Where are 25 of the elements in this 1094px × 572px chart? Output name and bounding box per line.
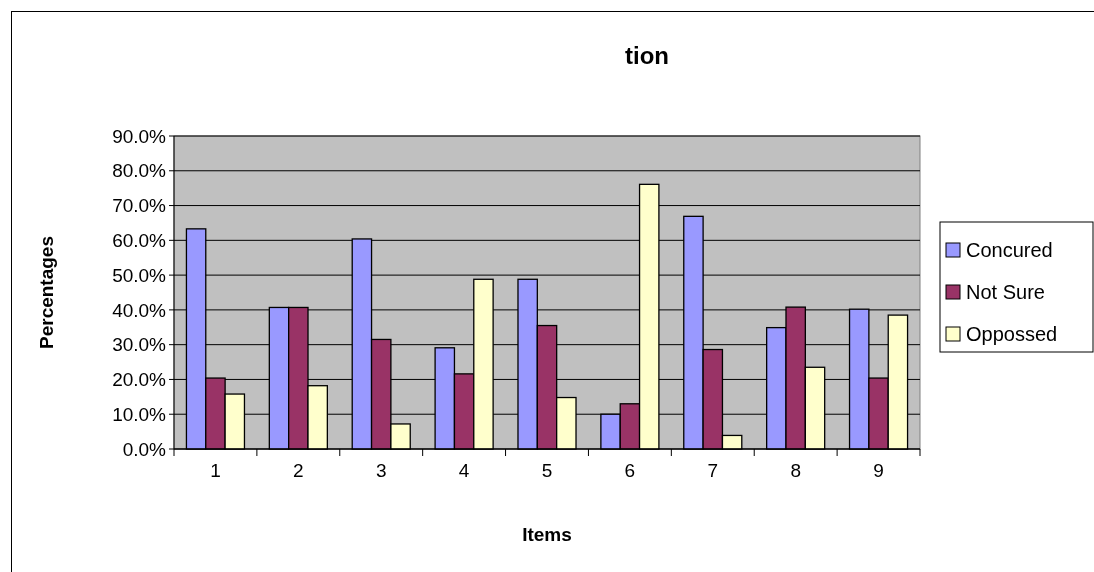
y-tick-label: 90.0% [112, 125, 167, 147]
y-tick-label: 30.0% [112, 334, 167, 356]
y-tick-label: 60.0% [112, 229, 167, 251]
y-tick-label: 40.0% [112, 299, 167, 321]
x-tick-label: 2 [293, 460, 304, 481]
y-tick-label: 70.0% [112, 195, 167, 217]
x-tick-label: 3 [375, 460, 387, 481]
legend-label: Not Sure [966, 281, 1045, 303]
legend-label: Concured [966, 239, 1053, 261]
x-axis-title: Items [522, 524, 572, 545]
y-axis-title: Percentages [36, 235, 57, 350]
x-tick-label: 5 [541, 460, 553, 481]
y-tick-label: 50.0% [112, 264, 167, 286]
y-tick-label: 80.0% [112, 160, 167, 182]
y-tick-label: 0.0% [122, 438, 167, 460]
x-tick-label: 4 [458, 460, 470, 481]
x-tick-label: 6 [624, 460, 636, 481]
chart-title: tion [625, 42, 669, 69]
x-tick-label: 8 [790, 460, 801, 481]
x-tick-label: 9 [873, 460, 884, 481]
legend-label: Oppossed [966, 323, 1058, 345]
y-tick-label: 20.0% [112, 369, 167, 391]
y-tick-label: 10.0% [112, 403, 167, 425]
x-tick-label: 1 [210, 460, 221, 481]
x-tick-label: 7 [707, 460, 719, 481]
